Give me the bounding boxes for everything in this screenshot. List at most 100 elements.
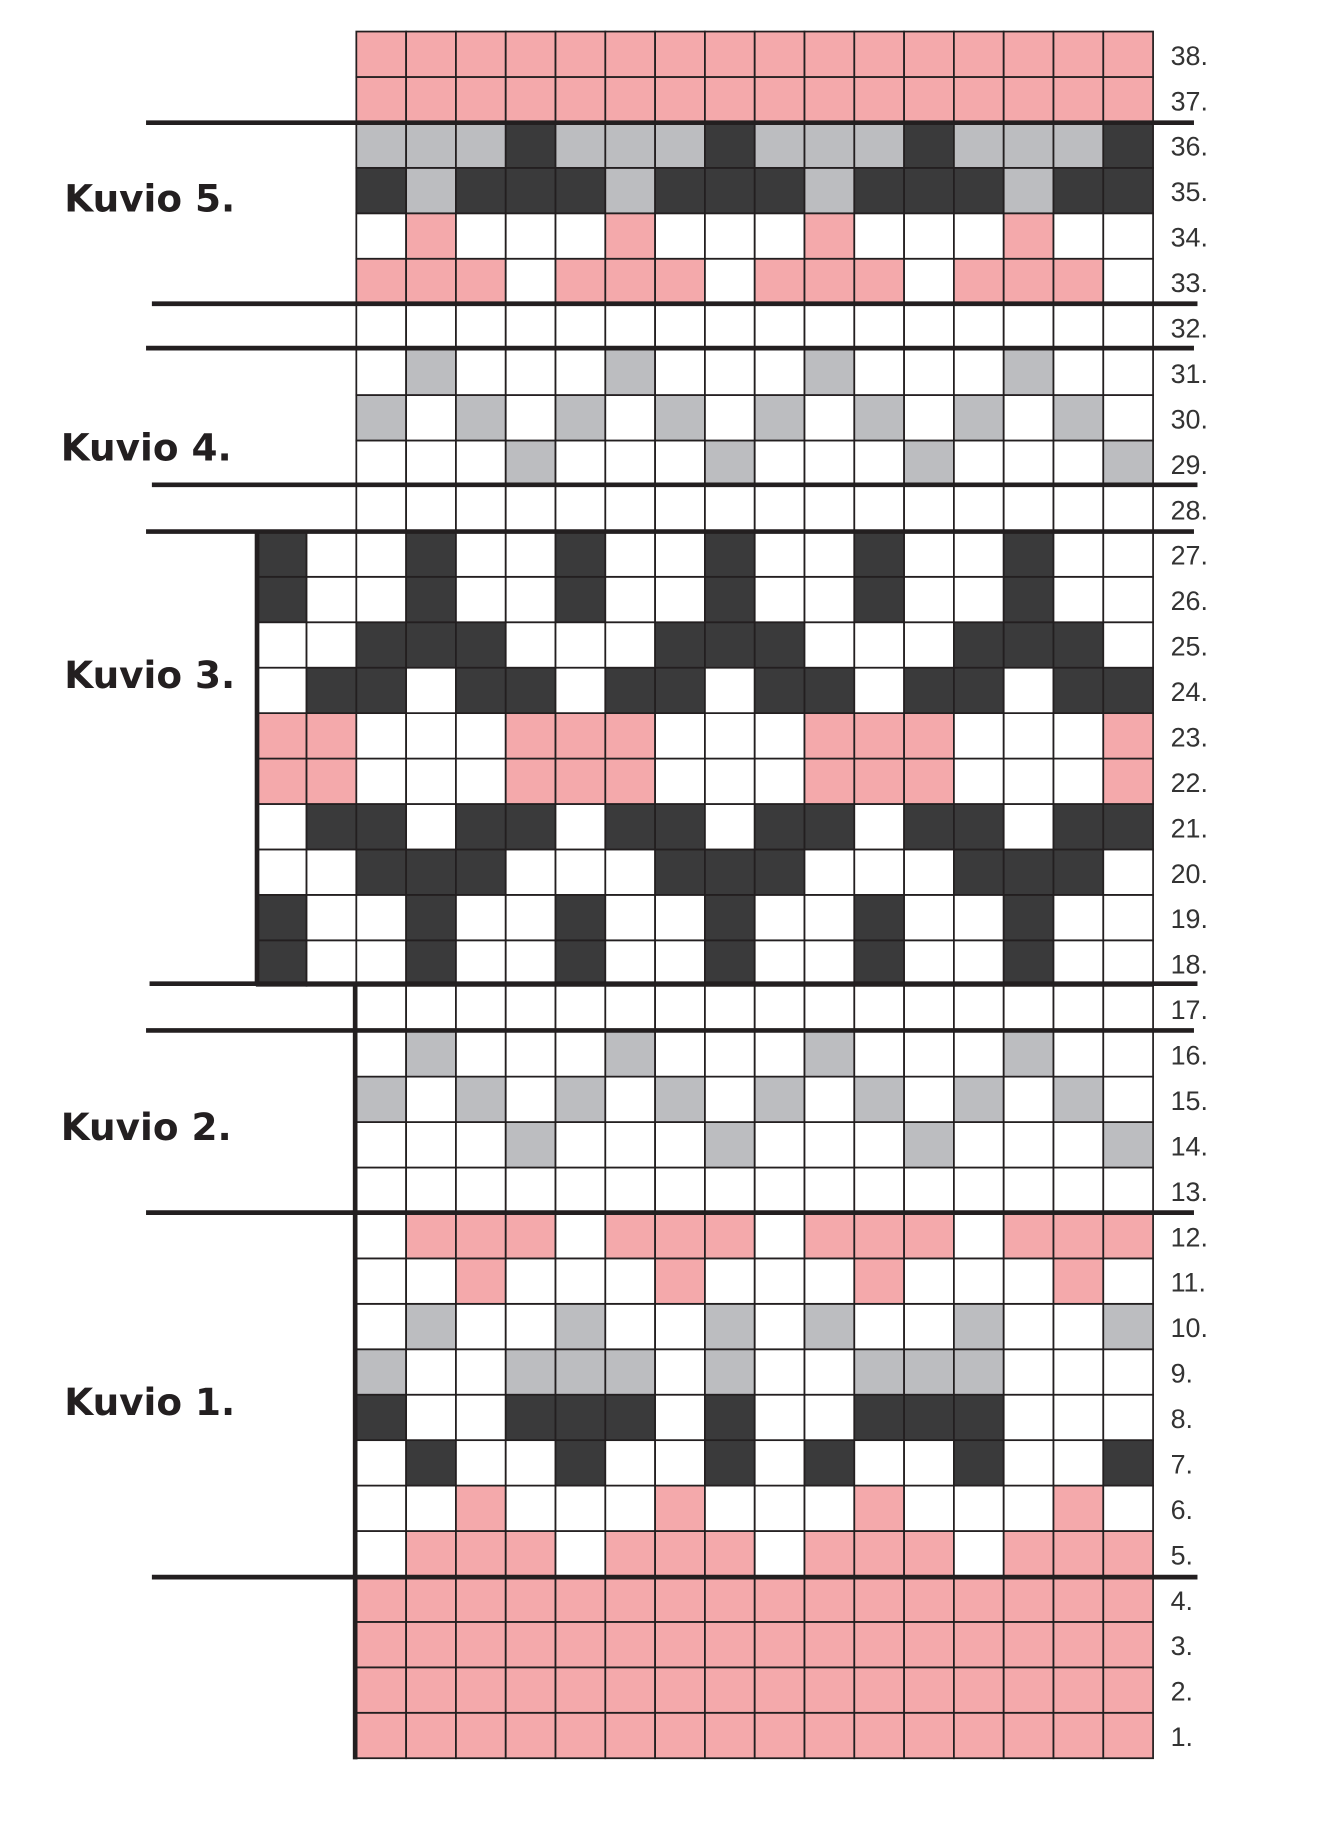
row-label: 27. (1171, 541, 1208, 571)
stitch-cell (704, 121, 756, 169)
stitch-cell (1002, 530, 1055, 578)
stitch-cell (1002, 1212, 1055, 1260)
stitch-cell (1052, 485, 1105, 533)
stitch-cell (1002, 1711, 1055, 1760)
stitch-cell (1052, 621, 1105, 669)
stitch-cell (1102, 1075, 1154, 1123)
stitch-cell (1052, 76, 1105, 124)
stitch-cell (405, 712, 457, 760)
stitch-cell (953, 1212, 1005, 1260)
stitch-cell (853, 1075, 905, 1123)
stitch-cell (355, 984, 408, 1033)
row-label: 11. (1171, 1268, 1206, 1298)
stitch-cell (753, 1575, 806, 1623)
stitch-cell (903, 1666, 955, 1714)
stitch-cell (1052, 1030, 1105, 1078)
stitch-cell (903, 621, 955, 669)
stitch-cell (1002, 257, 1055, 306)
stitch-cell (853, 1212, 905, 1260)
stitch-cell (753, 439, 806, 487)
stitch-cell (1102, 1439, 1154, 1487)
stitch-cell (803, 848, 856, 896)
stitch-cell (405, 212, 457, 260)
stitch-cell (953, 1575, 1005, 1623)
stitch-cell (604, 348, 656, 396)
stitch-cell (1002, 894, 1055, 942)
stitch-cell (1102, 757, 1154, 805)
stitch-cell (1052, 848, 1105, 896)
row-label: 2. (1171, 1677, 1193, 1707)
stitch-cell (604, 1666, 656, 1714)
stitch-cell (853, 939, 905, 987)
stitch-cell (1002, 485, 1055, 533)
stitch-cell (405, 1302, 457, 1351)
stitch-cell (753, 1484, 806, 1532)
stitch-cell (1052, 1711, 1105, 1760)
stitch-cell (355, 803, 408, 851)
section-label: Kuvio 1. (64, 1380, 235, 1424)
stitch-cell (405, 1530, 457, 1578)
stitch-cell (355, 1484, 408, 1532)
stitch-cell (255, 666, 308, 715)
stitch-cell (903, 1075, 955, 1123)
stitch-cell (803, 76, 856, 124)
stitch-cell (853, 621, 905, 669)
row-label: 19. (1171, 904, 1208, 934)
stitch-cell (1102, 212, 1154, 260)
stitch-cell (405, 1075, 457, 1123)
section-label: Kuvio 4. (61, 425, 232, 469)
stitch-cell (1052, 1348, 1105, 1396)
stitch-cell (1102, 1484, 1154, 1532)
stitch-cell (604, 894, 656, 942)
stitch-cell (504, 621, 557, 669)
stitch-cell (604, 1121, 656, 1169)
stitch-cell (903, 76, 955, 124)
stitch-cell (803, 1621, 856, 1669)
stitch-cell (355, 1393, 408, 1442)
stitch-cell (803, 575, 856, 624)
row-label: 15. (1171, 1086, 1208, 1116)
stitch-cell (604, 166, 656, 215)
stitch-cell (604, 1393, 656, 1442)
stitch-cell (903, 530, 955, 578)
stitch-cell (803, 984, 856, 1033)
stitch-cell (455, 1393, 507, 1442)
stitch-cell (853, 1121, 905, 1169)
stitch-cell (903, 1121, 955, 1169)
stitch-cell (1052, 1530, 1105, 1578)
stitch-cell (305, 666, 358, 715)
stitch-cell (953, 348, 1005, 396)
stitch-cell (1102, 1030, 1154, 1078)
stitch-cell (604, 757, 656, 805)
stitch-cell (953, 485, 1005, 533)
stitch-cell (455, 894, 507, 942)
stitch-cell (704, 848, 756, 896)
stitch-cell (604, 76, 656, 124)
stitch-cell (504, 848, 557, 896)
stitch-cell (405, 1484, 457, 1532)
stitch-cell (504, 1075, 557, 1123)
stitch-cell (953, 1666, 1005, 1714)
stitch-cell (1002, 30, 1055, 78)
stitch-cell (953, 939, 1005, 987)
stitch-cell (1002, 303, 1055, 351)
stitch-cell (704, 575, 756, 624)
stitch-cell (604, 1530, 656, 1578)
stitch-cell (604, 121, 656, 169)
stitch-cell (853, 212, 905, 260)
stitch-cell (704, 530, 756, 578)
stitch-cell (504, 530, 557, 578)
stitch-cell (604, 666, 656, 715)
stitch-cell (704, 1257, 756, 1305)
stitch-cell (1002, 166, 1055, 215)
stitch-cell (903, 348, 955, 396)
stitch-cell (455, 1121, 507, 1169)
stitch-cell (504, 575, 557, 624)
stitch-cell (654, 1348, 706, 1396)
stitch-cell (504, 212, 557, 260)
stitch-cell (604, 803, 656, 851)
stitch-cell (1052, 1075, 1105, 1123)
stitch-cell (903, 1030, 955, 1078)
stitch-cell (405, 1621, 457, 1669)
stitch-cell (903, 1302, 955, 1351)
